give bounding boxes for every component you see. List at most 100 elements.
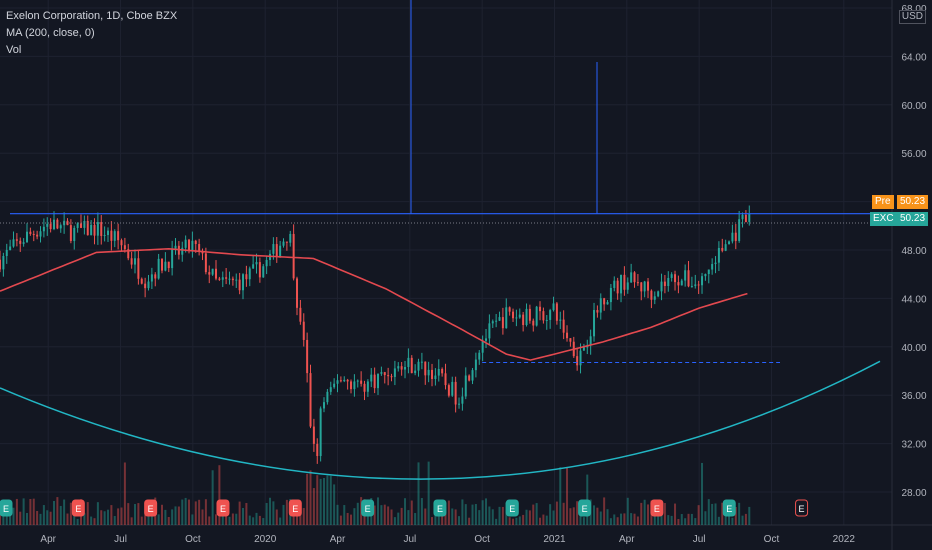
- candle-body: [262, 266, 265, 278]
- x-tick-label: Oct: [474, 534, 490, 545]
- candle-body: [393, 368, 396, 377]
- candle-body: [447, 385, 450, 396]
- candle-body: [336, 380, 339, 384]
- svg-text:E: E: [509, 504, 515, 514]
- candle-body: [272, 244, 275, 254]
- candle-body: [640, 282, 643, 292]
- volume-bar: [609, 518, 612, 525]
- candle-body: [390, 376, 393, 378]
- volume-bar: [218, 465, 221, 525]
- volume-bar: [161, 504, 164, 525]
- volume-bar: [53, 500, 56, 525]
- candle-body: [478, 352, 481, 360]
- candle-body: [471, 370, 474, 381]
- volume-bar: [728, 514, 731, 525]
- candle-body: [525, 308, 528, 326]
- volume-bar: [400, 507, 403, 525]
- x-tick-label: Jul: [114, 534, 127, 545]
- volume-bar: [647, 504, 650, 525]
- candle-body: [299, 307, 302, 322]
- volume-bar: [674, 503, 677, 525]
- candles: [0, 205, 751, 464]
- candle-body: [134, 258, 137, 265]
- candle-body: [434, 375, 437, 379]
- candle-body: [731, 232, 734, 242]
- candle-body: [59, 225, 62, 229]
- volume-bar: [630, 513, 633, 525]
- currency-label[interactable]: USD: [898, 10, 926, 24]
- candle-body: [417, 361, 420, 371]
- candle-body: [29, 231, 32, 234]
- candle-body: [555, 303, 558, 321]
- volume-bar: [201, 509, 204, 525]
- candle-body: [505, 307, 508, 329]
- y-tick-label: 28.00: [901, 488, 926, 499]
- x-tick-label: Apr: [40, 534, 56, 545]
- candle-body: [721, 247, 724, 251]
- candle-body: [599, 298, 602, 313]
- candle-body: [498, 317, 501, 321]
- volume-bar: [606, 509, 609, 525]
- candle-body: [451, 381, 454, 396]
- volume-bar: [272, 501, 275, 525]
- volume-bar: [404, 498, 407, 525]
- candle-body: [5, 250, 8, 256]
- volume-bar: [258, 515, 261, 525]
- candle-body: [596, 310, 599, 313]
- volume-bar: [279, 517, 282, 525]
- volume-bar: [137, 503, 140, 525]
- candle-body: [704, 274, 707, 277]
- candle-body: [684, 270, 687, 281]
- volume-bar: [231, 513, 234, 525]
- volume-bar: [167, 516, 170, 525]
- svg-text:E: E: [654, 504, 660, 514]
- candle-body: [343, 379, 346, 382]
- volume-bar: [424, 508, 427, 525]
- y-tick-label: 68.00: [901, 4, 926, 15]
- candle-body: [410, 357, 413, 374]
- legend-ma[interactable]: MA (200, close, 0): [6, 27, 95, 39]
- volume-bar: [431, 517, 434, 525]
- candle-body: [383, 372, 386, 376]
- volume-bar: [248, 515, 251, 525]
- candle-body: [120, 240, 123, 246]
- candle-body: [96, 222, 99, 236]
- candle-body: [380, 372, 383, 374]
- candle-body: [221, 277, 224, 280]
- candle-body: [606, 302, 609, 305]
- volume-bar: [569, 508, 572, 525]
- candle-body: [508, 307, 511, 312]
- volume-bar: [323, 478, 326, 525]
- candle-body: [650, 290, 653, 300]
- volume-bar: [643, 499, 646, 525]
- candle-body: [481, 340, 484, 353]
- candle-body: [167, 261, 170, 269]
- legend-vol[interactable]: Vol: [6, 44, 22, 56]
- volume-bar: [508, 517, 511, 525]
- candle-body: [660, 281, 663, 292]
- candle-body: [83, 220, 86, 228]
- candle-body: [680, 280, 683, 286]
- volume-bar: [103, 511, 106, 525]
- volume-bar: [701, 462, 704, 525]
- candle-body: [19, 240, 22, 244]
- y-tick-label: 36.00: [901, 391, 926, 402]
- candle-body: [218, 278, 221, 280]
- volume-bar: [184, 497, 187, 525]
- candle-body: [279, 245, 282, 257]
- volume-bar: [194, 501, 197, 525]
- candle-body: [164, 261, 167, 271]
- candle-body: [346, 379, 349, 382]
- earnings-marker-icon: E: [216, 499, 230, 517]
- candle-body: [302, 321, 305, 340]
- legend-title[interactable]: Exelon Corporation, 1D, Cboe BZX: [6, 10, 178, 22]
- candle-body: [296, 278, 299, 308]
- candle-body: [701, 276, 704, 286]
- volume-bar: [711, 503, 714, 525]
- candle-body: [113, 231, 116, 241]
- candle-body: [225, 277, 228, 279]
- volume-bar: [42, 505, 45, 525]
- y-tick-label: 44.00: [901, 294, 926, 305]
